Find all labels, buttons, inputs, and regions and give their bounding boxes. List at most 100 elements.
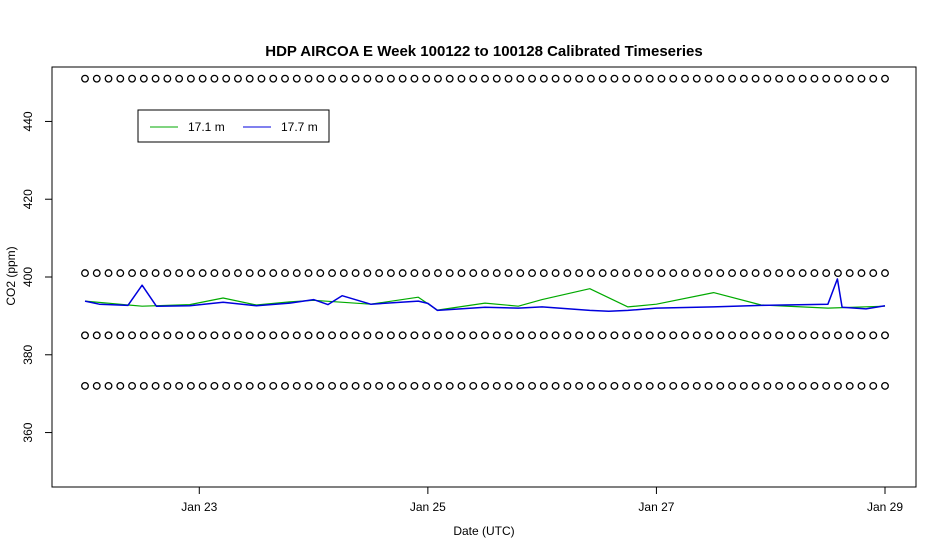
marker-point (469, 331, 478, 340)
marker-point (516, 381, 525, 390)
marker-point (539, 381, 548, 390)
marker-point (363, 74, 372, 83)
marker-point (704, 74, 713, 83)
series-line-17-1-m (84, 288, 886, 311)
marker-point (445, 331, 454, 340)
marker-point (410, 331, 419, 340)
marker-point (822, 381, 831, 390)
marker-point (645, 381, 654, 390)
marker-point (786, 74, 795, 83)
marker-point (492, 331, 501, 340)
marker-point (692, 331, 701, 340)
marker-point (375, 381, 384, 390)
marker-point (481, 381, 489, 390)
marker-point (528, 74, 537, 83)
marker-point (751, 381, 760, 390)
marker-point (669, 381, 678, 390)
marker-point (257, 74, 266, 83)
marker-point (539, 331, 548, 340)
marker-point (633, 74, 642, 83)
marker-point (657, 331, 666, 340)
marker-point (810, 381, 819, 390)
marker-point (104, 74, 113, 83)
marker-point (386, 331, 395, 340)
marker-point (786, 381, 795, 390)
marker-point (151, 74, 160, 83)
marker-point (410, 381, 419, 390)
series-line-17-7-m (84, 278, 886, 312)
marker-point (316, 331, 325, 340)
marker-point (728, 331, 737, 340)
marker-point (528, 381, 537, 390)
marker-point (481, 331, 489, 340)
marker-point (575, 381, 584, 390)
marker-point (645, 74, 654, 83)
marker-point (128, 381, 137, 390)
marker-point (692, 74, 701, 83)
marker-point (881, 269, 889, 278)
marker-point (116, 381, 125, 390)
marker-point (539, 269, 548, 278)
marker-point (222, 331, 231, 340)
marker-point (810, 74, 819, 83)
marker-point (386, 269, 395, 278)
marker-point (586, 74, 595, 83)
marker-point (598, 269, 607, 278)
marker-point (210, 381, 219, 390)
marker-point (210, 74, 219, 83)
marker-point (563, 331, 572, 340)
marker-point (363, 269, 372, 278)
marker-point (775, 269, 784, 278)
marker-point (304, 381, 313, 390)
marker-point (833, 269, 842, 278)
marker-point (151, 381, 160, 390)
marker-point (116, 269, 125, 278)
legend-label-17-7m: 17.7 m (281, 120, 318, 134)
marker-point (233, 74, 242, 83)
marker-point (492, 381, 501, 390)
marker-point (551, 381, 560, 390)
marker-point (339, 331, 348, 340)
marker-point (481, 74, 489, 83)
marker-point (292, 381, 301, 390)
marker-point (669, 74, 678, 83)
marker-point (198, 269, 207, 278)
y-tick-label: 400 (21, 267, 35, 287)
marker-point (669, 269, 678, 278)
marker-point (704, 331, 713, 340)
y-tick-label: 360 (21, 422, 35, 442)
marker-point (716, 331, 725, 340)
marker-point (292, 331, 301, 340)
marker-point (881, 74, 889, 83)
marker-point (845, 381, 854, 390)
marker-point (328, 74, 337, 83)
marker-point (610, 381, 619, 390)
marker-point (739, 381, 748, 390)
marker-point (316, 74, 325, 83)
marker-point (504, 331, 513, 340)
marker-point (586, 331, 595, 340)
marker-point (398, 331, 407, 340)
marker-point (245, 331, 254, 340)
marker-point (445, 269, 454, 278)
y-tick-label: 380 (21, 344, 35, 364)
marker-point (316, 381, 325, 390)
marker-point (139, 331, 148, 340)
marker-point (492, 74, 501, 83)
marker-point (598, 331, 607, 340)
marker-point (869, 269, 878, 278)
marker-point (433, 74, 442, 83)
marker-point (751, 269, 760, 278)
marker-point (304, 331, 313, 340)
marker-point (504, 74, 513, 83)
marker-point (457, 381, 466, 390)
marker-point (775, 381, 784, 390)
y-tick-label: 420 (21, 189, 35, 209)
marker-point (328, 269, 337, 278)
marker-point (751, 331, 760, 340)
marker-point (481, 269, 489, 278)
marker-point (128, 74, 137, 83)
marker-point (151, 269, 160, 278)
y-axis: 360 380 400 420 440 (21, 111, 52, 443)
marker-point (104, 381, 113, 390)
